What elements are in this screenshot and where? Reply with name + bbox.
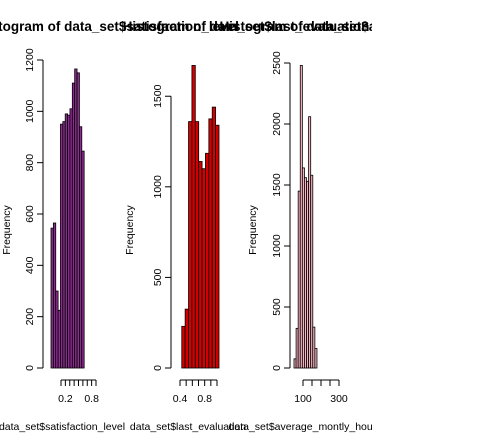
- histogram-panel: Histogram of data_set$satisfaction_level…: [0, 19, 239, 433]
- histogram-bar: [211, 106, 217, 369]
- y-tick-label: 400: [24, 256, 36, 274]
- x-axis-label: data_set$last_evaluation: [130, 421, 246, 433]
- histogram-bar: [208, 118, 213, 369]
- chart-title: Histogram of data_set$last_evaluation: [123, 19, 370, 34]
- y-axis-label: Frequency: [1, 204, 13, 254]
- x-axis-label: data_set$satisfaction_level: [0, 421, 125, 433]
- histogram-bar: [184, 308, 189, 369]
- histogram-panels: Histogram of data_set$satisfaction_level…: [0, 19, 492, 433]
- histogram-bar: [181, 325, 186, 369]
- histogram-bar: [312, 326, 316, 369]
- x-axis-label: data_set$average_montly_hours: [229, 421, 382, 433]
- x-tick-label: 0.8: [197, 393, 212, 405]
- histogram-bar: [205, 152, 210, 369]
- histogram-bar: [215, 124, 220, 369]
- histogram-bar: [81, 150, 85, 369]
- histogram-bar: [188, 121, 193, 369]
- x-tick-label: 0.2: [58, 393, 73, 405]
- histogram-bar: [310, 174, 314, 369]
- y-axis-label: Frequency: [124, 204, 136, 254]
- y-tick-label: 500: [271, 298, 283, 316]
- y-tick-label: 200: [24, 308, 36, 326]
- histogram-panel: Histogram of data_set$average_montly_hou…: [219, 19, 492, 433]
- histogram-bar: [191, 65, 196, 369]
- y-tick-label: 1500: [152, 84, 164, 108]
- x-tick-label: 0.8: [84, 393, 99, 405]
- y-axis-label: Frequency: [247, 204, 259, 254]
- y-tick-label: 1000: [24, 99, 36, 123]
- x-tick-label: 100: [294, 393, 312, 405]
- x-tick-label: 0.4: [173, 393, 188, 405]
- y-tick-label: 0: [271, 365, 283, 371]
- histogram-bar: [194, 121, 200, 369]
- y-tick-label: 1000: [271, 234, 283, 258]
- y-tick-label: 1500: [271, 173, 283, 197]
- y-tick-label: 0: [24, 365, 36, 371]
- y-tick-label: 1000: [152, 175, 164, 199]
- histogram-bar: [314, 348, 318, 369]
- y-tick-label: 2000: [271, 112, 283, 136]
- chart-title: Histogram of data_set$satisfaction_level: [0, 19, 239, 34]
- y-tick-label: 800: [24, 154, 36, 172]
- y-tick-label: 500: [152, 268, 164, 286]
- y-tick-label: 0: [152, 365, 164, 371]
- x-tick-label: 300: [330, 393, 348, 405]
- histogram-bar: [198, 161, 203, 369]
- histogram-bar: [201, 168, 206, 369]
- histogram-panel: Histogram of data_set$last_evaluation 0 50…: [123, 19, 370, 433]
- chart-title: Histogram of data_set$average_montly_hou…: [219, 19, 492, 34]
- y-tick-label: 600: [24, 205, 36, 223]
- y-tick-label: 2500: [271, 51, 283, 75]
- y-tick-label: 1200: [24, 48, 36, 72]
